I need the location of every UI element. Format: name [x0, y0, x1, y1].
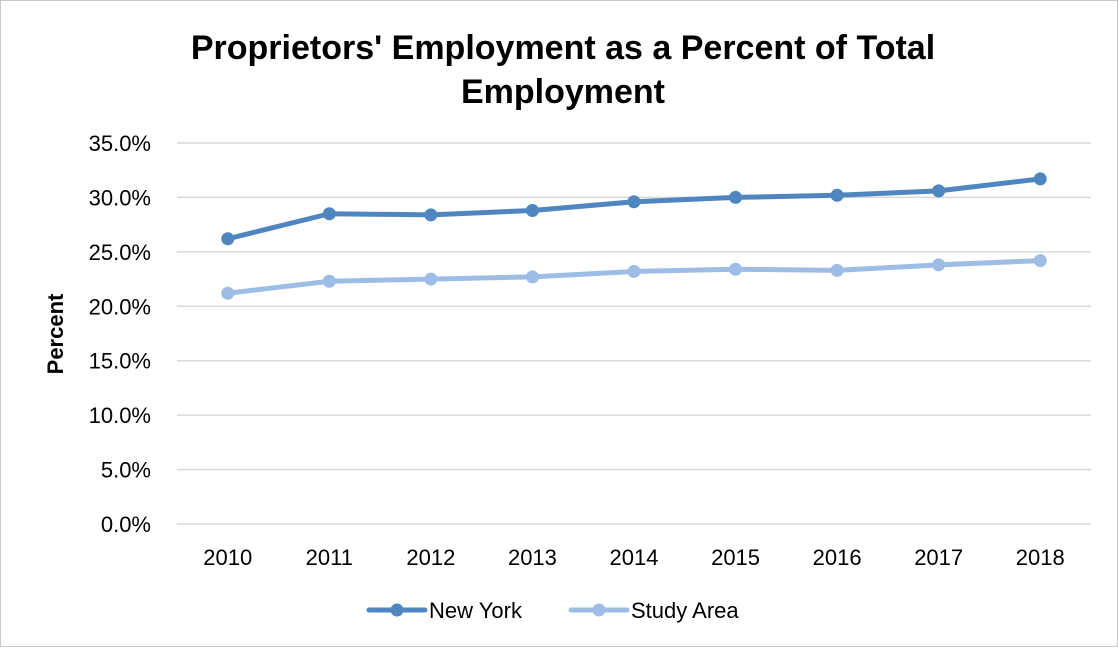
- data-point: [221, 232, 235, 246]
- data-point: [525, 270, 539, 284]
- data-point: [729, 262, 743, 276]
- series-line-0: [225, 176, 1043, 242]
- chart-title-line-1: Proprietors' Employment as a Percent of …: [191, 29, 935, 67]
- legend-swatch-marker: [390, 603, 404, 617]
- data-point: [1033, 254, 1047, 268]
- data-point: [424, 272, 438, 286]
- data-point: [627, 195, 641, 209]
- data-point: [729, 190, 743, 204]
- y-tick-label: 10.0%: [89, 403, 151, 428]
- chart-title-line-2: Employment: [461, 73, 665, 111]
- y-tick-label: 5.0%: [101, 458, 151, 483]
- x-tick-label: 2012: [406, 545, 455, 570]
- data-point: [932, 258, 946, 272]
- data-point: [424, 208, 438, 222]
- data-point: [322, 274, 336, 288]
- y-axis-label: Percent: [43, 293, 68, 374]
- data-point: [525, 203, 539, 217]
- x-tick-label: 2015: [711, 545, 760, 570]
- x-tick-label: 2017: [914, 545, 963, 570]
- data-point: [627, 264, 641, 278]
- data-point: [932, 184, 946, 198]
- y-tick-label: 30.0%: [89, 185, 151, 210]
- y-axis-ticks: 0.0% 5.0% 10.0% 15.0% 20.0% 25.0% 30.0% 35.0%: [89, 131, 151, 537]
- y-tick-label: 35.0%: [89, 131, 151, 156]
- legend-label: Study Area: [631, 598, 739, 623]
- legend-label: New York: [429, 598, 523, 623]
- gridlines: [177, 142, 1091, 525]
- y-tick-label: 20.0%: [89, 294, 151, 319]
- x-tick-label: 2010: [203, 545, 252, 570]
- data-point: [830, 263, 844, 277]
- x-tick-label: 2018: [1016, 545, 1065, 570]
- series-layer: [221, 172, 1047, 300]
- x-axis-ticks: 2010 2011 2012 2013 2014 2015 2016 2017 2018: [203, 545, 1064, 570]
- data-point: [221, 286, 235, 300]
- x-tick-label: 2011: [306, 545, 353, 570]
- legend: New York Study Area: [366, 598, 739, 623]
- data-point: [1033, 172, 1047, 186]
- y-tick-label: 25.0%: [89, 240, 151, 265]
- data-point: [830, 188, 844, 202]
- data-point: [322, 207, 336, 221]
- y-tick-label: 0.0%: [101, 512, 151, 537]
- x-tick-label: 2016: [813, 545, 862, 570]
- y-tick-label: 15.0%: [89, 349, 151, 374]
- x-tick-label: 2014: [610, 545, 659, 570]
- legend-swatch-marker: [592, 603, 606, 617]
- x-tick-label: 2013: [508, 545, 557, 570]
